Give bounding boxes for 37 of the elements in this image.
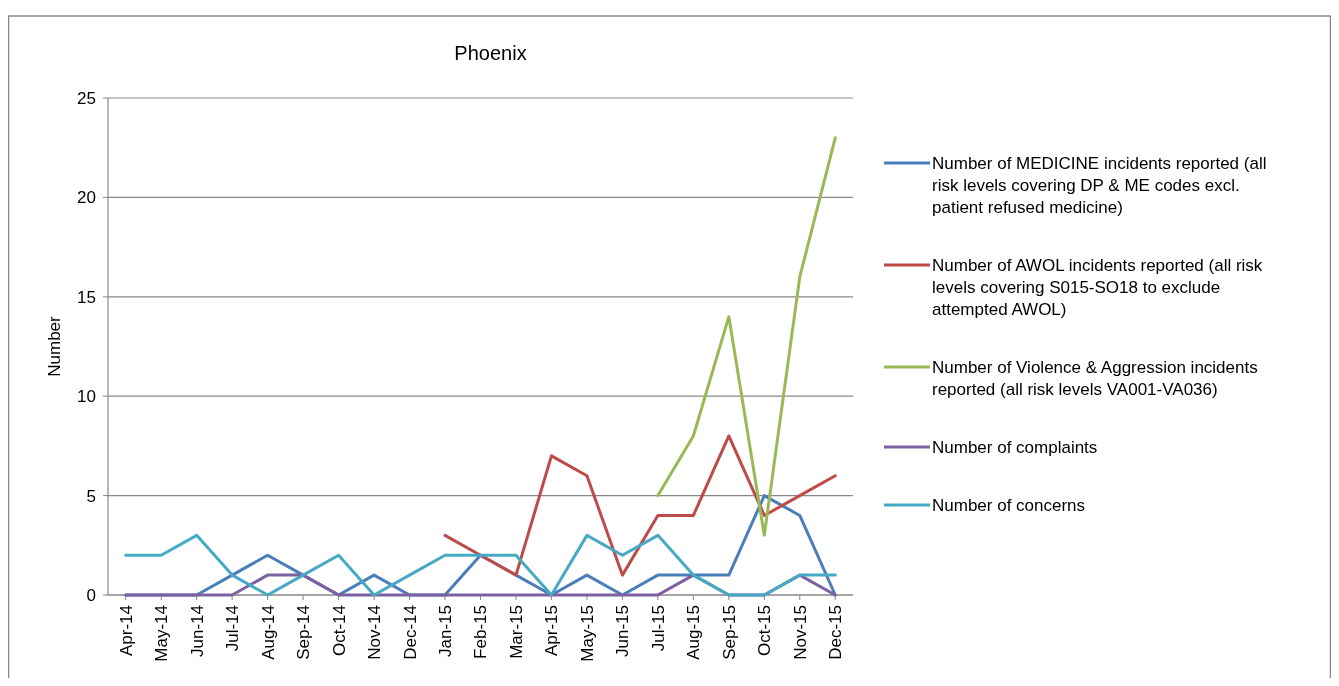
x-tick-label: Jun-15 (613, 605, 633, 657)
x-tick-label: Aug-15 (684, 605, 704, 660)
x-tick-label: Jun-14 (187, 605, 207, 657)
x-tick-label: Jan-15 (435, 605, 455, 657)
x-tick-label: Apr-14 (116, 605, 136, 657)
legend-label: Number of MEDICINE incidents reported (all risk levels covering DP & ME codes excl. patient refused medicine) (932, 154, 1267, 217)
x-tick-label: Feb-15 (471, 605, 491, 659)
y-tick-label: 5 (86, 486, 96, 506)
x-tick-label: Mar-15 (506, 605, 526, 659)
x-tick-label: Nov-15 (790, 605, 810, 660)
y-tick-label: 10 (77, 387, 96, 407)
x-tick-label: Apr-15 (542, 605, 562, 657)
y-tick-label: 25 (77, 88, 96, 108)
x-tick-label: Dec-15 (826, 605, 846, 660)
x-tick-label: Oct-15 (755, 605, 775, 657)
y-axis-title: Number (45, 315, 64, 377)
x-tick-label: Nov-14 (365, 605, 385, 660)
x-tick-label: Sep-14 (294, 605, 314, 660)
legend-label: Number of concerns (932, 496, 1086, 515)
x-tick-label: May-14 (152, 605, 172, 662)
line-series (656, 136, 837, 537)
line-series (124, 533, 837, 597)
x-tick-label: Jul-15 (648, 605, 668, 652)
legend-label: Number of AWOL incidents reported (all risk levels covering S015-SO18 to exclude attempted AWOL) (932, 256, 1263, 319)
y-tick-label: 20 (77, 188, 96, 208)
legend-label: Number of Violence & Aggression incidents reported (all risk levels VA001-VA036) (932, 358, 1258, 399)
x-tick-label: Sep-15 (719, 605, 739, 660)
y-tick-label: 0 (86, 585, 96, 605)
x-tick-label: May-15 (577, 605, 597, 662)
x-tick-label: Jul-14 (223, 605, 243, 652)
x-tick-label: Oct-14 (329, 605, 349, 657)
line-series (443, 434, 837, 577)
legend-label: Number of complaints (932, 438, 1098, 457)
y-tick-label: 15 (77, 287, 96, 307)
x-tick-label: Aug-14 (258, 605, 278, 660)
x-tick-label: Dec-14 (400, 605, 420, 660)
chart-title: Phoenix (454, 42, 527, 64)
